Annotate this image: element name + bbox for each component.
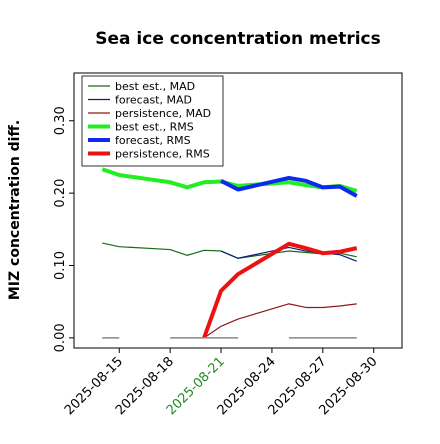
y-tick-label: 0.00 [53,323,68,352]
y-tick-label: 0.30 [53,106,68,135]
y-tick-label: 0.20 [53,179,68,208]
legend-label: forecast, RMS [115,134,191,147]
series-line [220,175,358,198]
y-axis-label: MIZ concentration diff. [7,120,23,300]
y-tick-label: 0.10 [53,251,68,280]
chart-title: Sea ice concentration metrics [95,29,381,49]
legend-label: persistence, RMS [115,148,210,161]
legend-box [81,75,224,167]
series-line [220,246,357,262]
legend-label: persistence, MAD [115,107,211,120]
legend-label: best est., MAD [115,80,195,93]
legend-label: best est., RMS [115,121,194,134]
series-line [202,241,358,339]
legend-label: forecast, MAD [115,94,192,107]
plot-frame [73,72,403,349]
series-line [203,303,357,339]
